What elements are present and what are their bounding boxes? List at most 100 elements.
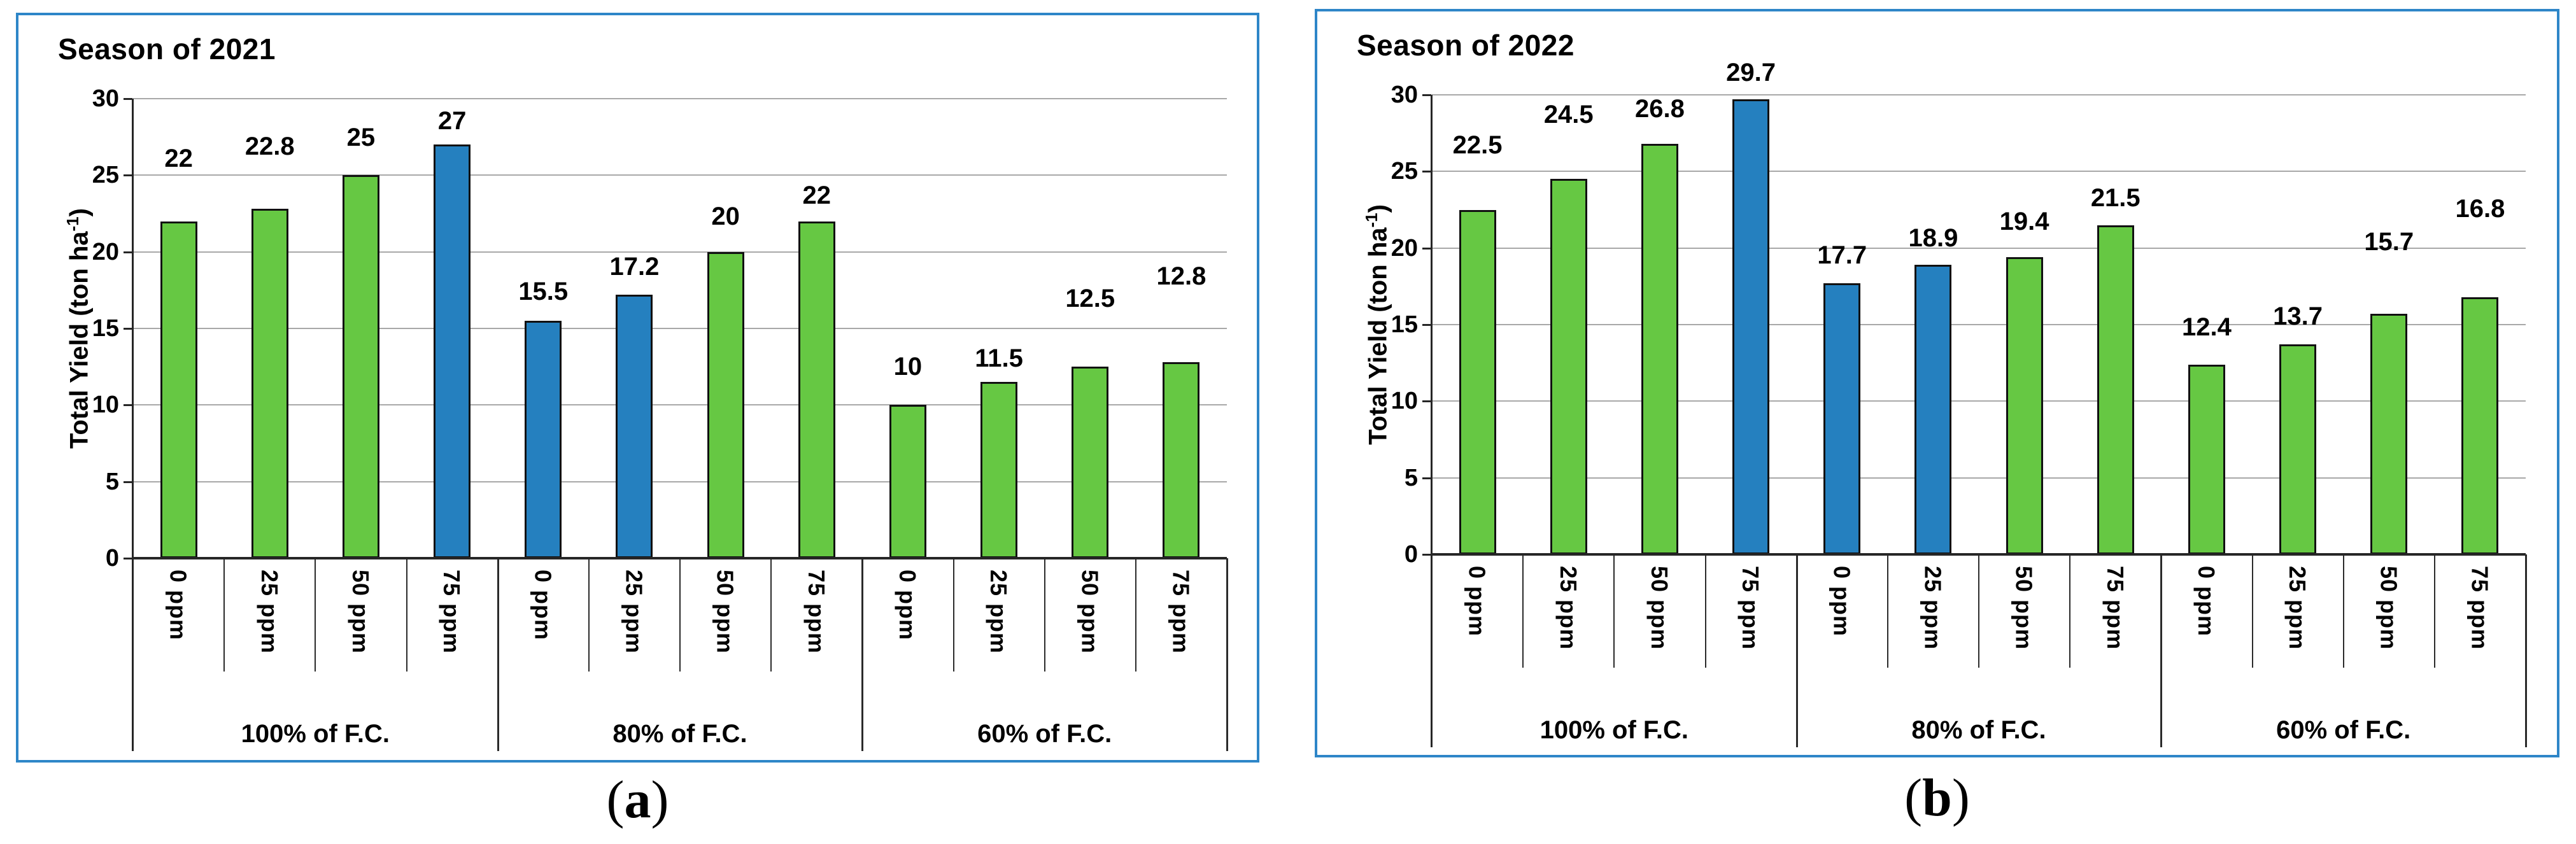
- bar-value-label: 27: [437, 107, 467, 136]
- bar-b-8: [2097, 225, 2134, 554]
- bar-value-label: 26.8: [1634, 95, 1685, 123]
- y-tick-mark-5: [1422, 477, 1431, 479]
- group-label-3: 60% of F.C.: [977, 720, 1112, 748]
- x-category-label: 75 ppm: [803, 570, 830, 654]
- bar-value-label: 22.5: [1452, 130, 1503, 159]
- bar-value-label: 12.4: [2181, 313, 2232, 341]
- category-separator: [2433, 554, 2435, 668]
- x-category-label: 0 ppm: [1829, 566, 1855, 637]
- x-category-label: 0 ppm: [1464, 566, 1490, 637]
- y-axis-line: [132, 99, 134, 751]
- gridline-30: [133, 98, 1227, 99]
- bar-a-6: [616, 295, 653, 558]
- y-tick-label-10: 10: [1391, 388, 1418, 415]
- y-tick-label-0: 0: [1404, 541, 1418, 568]
- category-separator: [2251, 554, 2253, 668]
- x-category-label: 50 ppm: [712, 570, 739, 654]
- bar-value-label: 24.5: [1543, 101, 1594, 129]
- category-separator: [406, 558, 407, 672]
- x-category-label: 25 ppm: [256, 570, 283, 654]
- gridline-25: [133, 174, 1227, 176]
- category-separator: [1522, 554, 1524, 668]
- bar-a-4: [434, 144, 471, 558]
- group-separator: [1226, 558, 1228, 751]
- y-tick-mark-15: [124, 328, 132, 330]
- bar-value-label: 20: [711, 202, 740, 230]
- x-category-label: 50 ppm: [1646, 566, 1673, 651]
- x-category-label: 75 ppm: [1737, 566, 1764, 651]
- x-category-label: 75 ppm: [2102, 566, 2128, 651]
- bar-b-5: [1823, 283, 1861, 554]
- caption-letter: a: [624, 770, 651, 829]
- caption-open-paren: (: [1904, 768, 1923, 827]
- caption-open-paren: (: [606, 770, 625, 829]
- category-separator: [315, 558, 316, 672]
- gridline-25: [1432, 171, 2526, 172]
- y-tick-label-5: 5: [105, 468, 119, 495]
- gridline-20: [133, 251, 1227, 253]
- category-separator: [952, 558, 954, 672]
- bar-value-label: 12.5: [1065, 285, 1115, 313]
- y-tick-mark-0: [124, 558, 132, 559]
- x-category-label: 25 ppm: [2284, 566, 2311, 651]
- group-label-2: 80% of F.C.: [612, 720, 747, 748]
- bar-a-12: [1163, 362, 1200, 558]
- bar-b-11: [2370, 314, 2408, 554]
- bar-value-label: 17.2: [609, 253, 660, 281]
- y-tick-mark-30: [124, 98, 132, 100]
- bar-b-1: [1459, 209, 1496, 554]
- y-tick-label-30: 30: [92, 85, 119, 112]
- x-category-label: 0 ppm: [530, 570, 556, 641]
- gridline-10: [1432, 400, 2526, 402]
- gridline-10: [133, 404, 1227, 406]
- y-tick-label-5: 5: [1404, 464, 1418, 491]
- y-tick-mark-10: [124, 404, 132, 407]
- bar-value-label: 25: [346, 123, 376, 152]
- bar-a-7: [707, 251, 744, 558]
- bar-b-10: [2279, 344, 2317, 554]
- x-category-label: 0 ppm: [2193, 566, 2219, 637]
- gridline-20: [1432, 247, 2526, 249]
- chart-panel-b: Season of 2022 Total Yield (ton ha-1) 0 5 10…: [1315, 9, 2559, 757]
- category-separator: [679, 558, 681, 672]
- bar-b-7: [2006, 257, 2043, 554]
- caption-close-paren: ): [651, 770, 669, 829]
- category-separator: [2342, 554, 2344, 668]
- bar-value-label: 22.8: [244, 132, 295, 161]
- x-category-label: 25 ppm: [1555, 566, 1582, 651]
- y-tick-label-25: 25: [1391, 158, 1418, 185]
- bar-value-label: 22: [802, 181, 832, 209]
- bar-b-9: [2188, 364, 2225, 554]
- bar-value-label: 29.7: [1726, 59, 1776, 87]
- group-separator: [2160, 554, 2163, 747]
- caption-close-paren: ): [1951, 768, 1970, 827]
- y-axis-title-close: ): [65, 208, 94, 217]
- bar-value-label: 11.5: [975, 344, 1023, 373]
- bar-a-11: [1072, 367, 1109, 558]
- group-separator: [497, 558, 499, 751]
- bar-value-label: 12.8: [1156, 262, 1207, 290]
- x-category-label: 50 ppm: [1077, 570, 1103, 654]
- group-separator: [1795, 554, 1798, 747]
- group-separator: [2525, 554, 2527, 747]
- gridline-15: [1432, 324, 2526, 325]
- bar-b-12: [2461, 297, 2499, 554]
- bar-b-6: [1914, 265, 1952, 554]
- bar-value-label: 21.5: [2090, 183, 2141, 212]
- gridline-5: [133, 481, 1227, 482]
- y-axis-title-exponent: -1: [63, 216, 82, 232]
- y-tick-label-15: 15: [92, 315, 119, 342]
- bar-value-label: 15.7: [2364, 228, 2414, 257]
- bar-a-2: [251, 209, 288, 558]
- chart-area-b: Season of 2022 Total Yield (ton ha-1) 0 5 10…: [1317, 11, 2557, 755]
- chart-panel-a: Season of 2021 Total Yield (ton ha-1) 0 5 10…: [16, 13, 1259, 763]
- bar-a-10: [980, 382, 1018, 558]
- y-axis-line: [1431, 95, 1433, 747]
- bar-value-label: 22: [164, 144, 193, 172]
- x-category-label: 50 ppm: [2011, 566, 2037, 651]
- y-tick-label-20: 20: [1391, 234, 1418, 262]
- y-axis-title-exponent: -1: [1362, 213, 1381, 228]
- y-tick-mark-20: [1422, 247, 1431, 250]
- x-category-label: 25 ppm: [1920, 566, 1946, 651]
- y-tick-label-25: 25: [92, 162, 119, 189]
